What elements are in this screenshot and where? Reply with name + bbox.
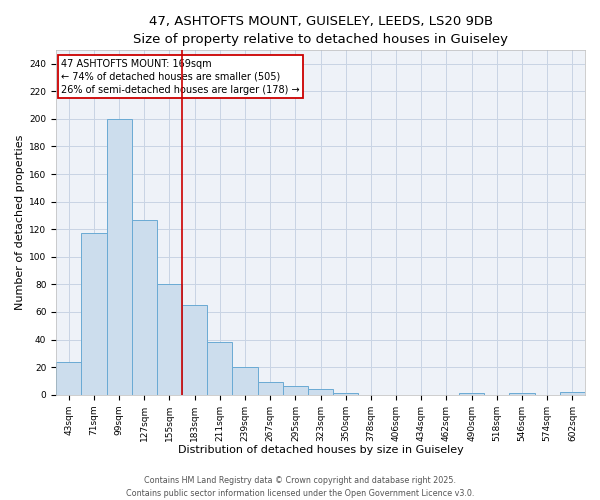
Bar	[56, 362, 82, 394]
X-axis label: Distribution of detached houses by size in Guiseley: Distribution of detached houses by size …	[178, 445, 463, 455]
Bar	[232, 367, 257, 394]
Bar	[257, 382, 283, 394]
Bar	[82, 234, 107, 394]
Bar	[131, 220, 157, 394]
Bar	[207, 342, 232, 394]
Text: 47 ASHTOFTS MOUNT: 169sqm
← 74% of detached houses are smaller (505)
26% of semi: 47 ASHTOFTS MOUNT: 169sqm ← 74% of detac…	[61, 58, 300, 95]
Bar	[308, 389, 333, 394]
Bar	[157, 284, 182, 395]
Title: 47, ASHTOFTS MOUNT, GUISELEY, LEEDS, LS20 9DB
Size of property relative to detac: 47, ASHTOFTS MOUNT, GUISELEY, LEEDS, LS2…	[133, 15, 508, 46]
Y-axis label: Number of detached properties: Number of detached properties	[15, 134, 25, 310]
Bar	[107, 119, 131, 394]
Bar	[560, 392, 585, 394]
Bar	[182, 305, 207, 394]
Bar	[283, 386, 308, 394]
Text: Contains HM Land Registry data © Crown copyright and database right 2025.
Contai: Contains HM Land Registry data © Crown c…	[126, 476, 474, 498]
